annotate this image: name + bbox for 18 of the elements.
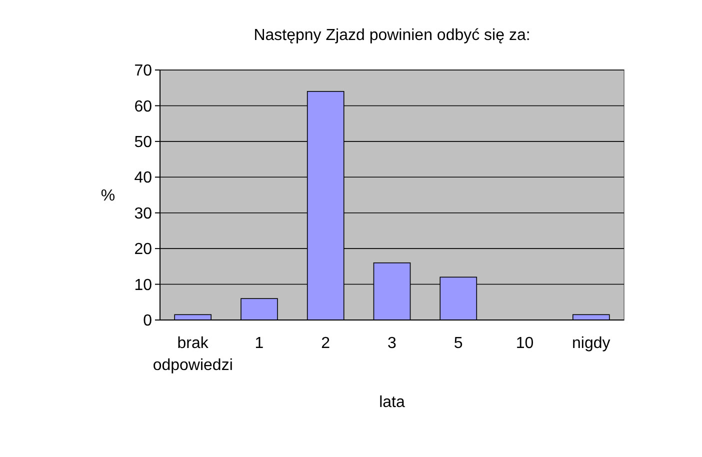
x-tick-label: 2 <box>321 335 330 352</box>
x-tick-label: brak odpowiedzi <box>152 335 233 374</box>
x-tick-label: nigdy <box>572 335 610 352</box>
y-tick-label: 70 <box>134 62 152 80</box>
y-tick-label: 20 <box>134 241 152 258</box>
x-axis-title: lata <box>379 394 405 411</box>
y-tick-label: 60 <box>134 98 152 116</box>
y-tick-label: 40 <box>134 170 152 187</box>
x-tick-label: 5 <box>454 335 463 352</box>
y-tick-label: 0 <box>143 312 152 330</box>
y-tick-label: 50 <box>134 134 152 152</box>
y-axis-title: % <box>100 188 116 205</box>
y-tick-label: 10 <box>134 276 152 294</box>
x-tick-label: 10 <box>516 335 534 352</box>
x-tick-label: 1 <box>254 335 264 352</box>
x-tick-label: 3 <box>388 335 397 352</box>
chart-title: Następny Zjazd powinien odbyć się za: <box>254 27 530 44</box>
y-tick-label: 30 <box>134 205 152 222</box>
